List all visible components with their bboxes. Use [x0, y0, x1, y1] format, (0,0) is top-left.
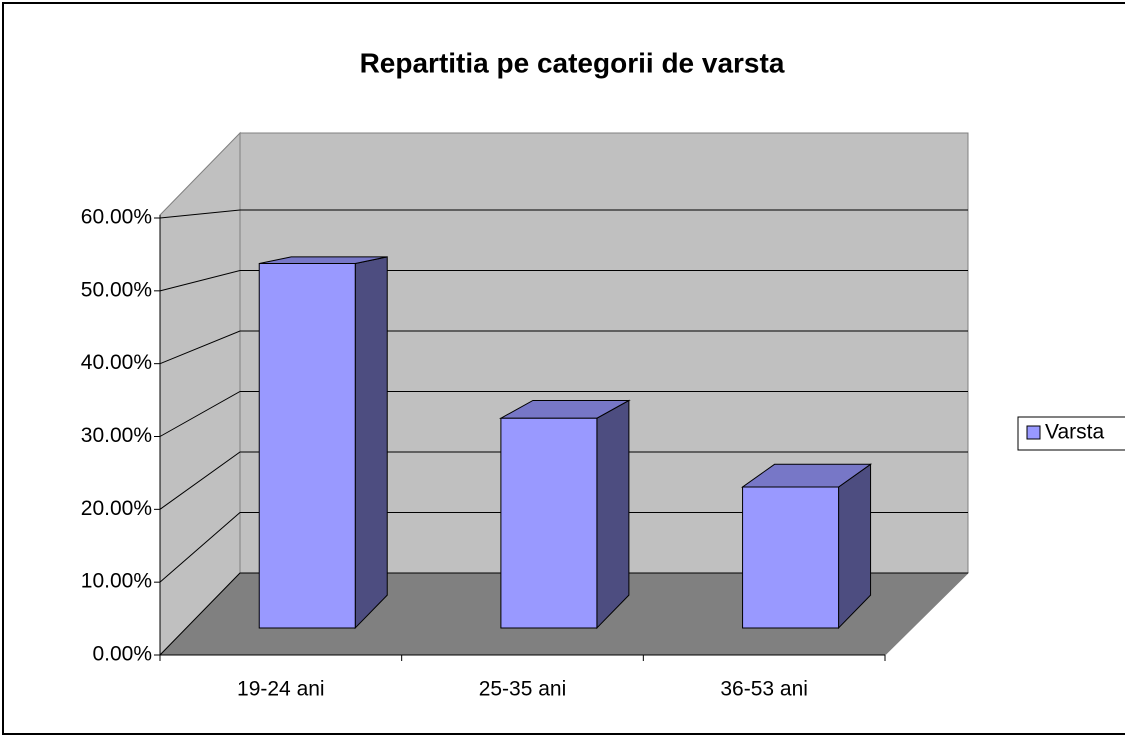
bar — [498, 399, 631, 630]
legend-label: Varsta — [1045, 421, 1104, 444]
bar-front — [258, 262, 356, 629]
bar-front — [500, 417, 598, 629]
y-tick-label: 10.00% — [81, 570, 152, 593]
legend: Varsta — [1017, 416, 1125, 451]
bar — [258, 256, 388, 630]
bar-side — [354, 256, 388, 630]
y-tick-label: 30.00% — [81, 424, 152, 447]
bars — [258, 256, 873, 630]
grid-line — [159, 391, 968, 437]
y-tick-label: 60.00% — [81, 206, 152, 229]
grid-line — [159, 330, 968, 365]
x-tick-label: 36-53 ani — [720, 678, 808, 701]
y-tick-label: 40.00% — [81, 351, 152, 374]
grid-line — [159, 572, 968, 656]
y-tick-label: 20.00% — [81, 497, 152, 520]
legend-swatch — [1026, 425, 1041, 440]
grid-line — [159, 270, 968, 292]
grid — [159, 209, 968, 656]
bar — [740, 463, 873, 630]
y-tick-label: 50.00% — [81, 278, 152, 301]
x-tick-label: 25-35 ani — [479, 678, 567, 701]
bar-front — [742, 486, 840, 629]
x-tick-label: 19-24 ani — [237, 678, 325, 701]
grid-line — [159, 451, 968, 510]
grid-line — [159, 512, 968, 583]
y-tick-label: 0.00% — [92, 643, 152, 666]
grid-line — [159, 209, 968, 219]
bar-side — [596, 399, 630, 630]
chart-title: Repartitia pe categorii de varsta — [360, 47, 785, 78]
